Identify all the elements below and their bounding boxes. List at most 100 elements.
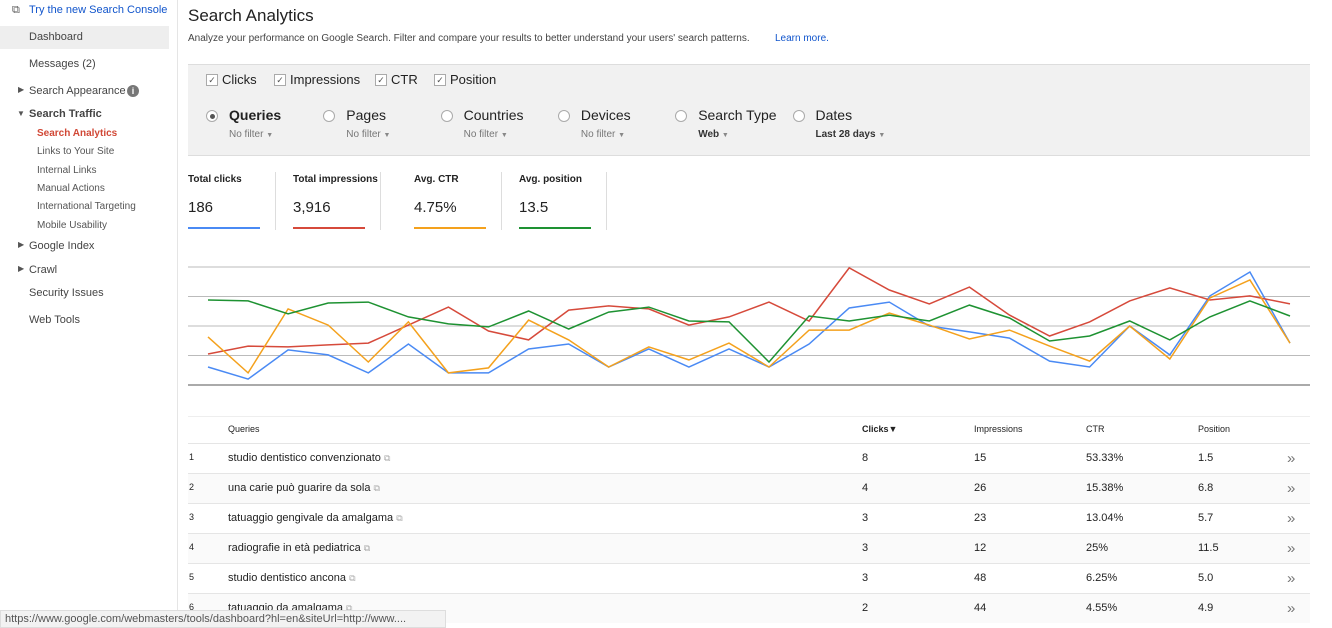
row-bg[interactable] [188, 563, 1310, 593]
metric-toggle[interactable]: CTR [391, 72, 418, 87]
metric-divider [606, 172, 607, 230]
row-bg[interactable] [188, 443, 1310, 473]
chart [188, 266, 1310, 386]
metric-toggle[interactable]: Impressions [290, 72, 361, 87]
sub-item[interactable]: International Targeting [37, 201, 136, 213]
table-cell: 12 [974, 542, 987, 554]
metric-underline [414, 227, 486, 229]
nav-item[interactable]: Messages (2) [29, 58, 96, 70]
nav-item[interactable]: Web Tools [29, 314, 80, 326]
table-cell: 5.0 [1198, 572, 1214, 584]
metric-divider [275, 172, 276, 230]
sub-item[interactable]: Internal Links [37, 164, 97, 176]
radio[interactable] [440, 110, 453, 122]
checkbox[interactable]: ✓ [375, 74, 387, 86]
expand-arrow: ▶ [18, 264, 25, 273]
table-cell: 23 [974, 512, 987, 524]
table-cell: 13.04% [1086, 512, 1124, 524]
page-title: Search Analytics [188, 6, 314, 25]
grouping-label[interactable]: Search Type [698, 107, 777, 123]
table-cell: una carie può guarire da sola ⧉ [228, 482, 380, 494]
radio[interactable] [557, 110, 570, 122]
checkbox[interactable]: ✓ [434, 74, 446, 86]
grouping-label[interactable]: Dates [815, 107, 853, 123]
series-line [207, 266, 1291, 355]
grouping-filter[interactable]: No filter ▼ [580, 129, 626, 140]
table-cell: 5 [189, 572, 195, 582]
table-cell: 4 [189, 542, 195, 552]
sub-item[interactable]: Manual Actions [37, 182, 105, 194]
sub-item[interactable]: Links to Your Site [37, 146, 115, 158]
table-cell: 6.8 [1198, 482, 1214, 494]
checkbox[interactable]: ✓ [274, 74, 286, 86]
row-chevron[interactable]: » [1287, 600, 1296, 617]
table-cell: 3 [862, 542, 869, 554]
table-cell: 11.5 [1198, 542, 1219, 554]
row-chevron[interactable]: » [1287, 540, 1296, 557]
grouping-filter[interactable]: Last 28 days ▼ [815, 129, 886, 140]
column-header[interactable]: Impressions [974, 424, 1023, 434]
grouping-label[interactable]: Queries [229, 107, 282, 123]
grouping-label[interactable]: Countries [463, 107, 524, 123]
column-header[interactable]: Position [1198, 424, 1231, 434]
metric-value: 3,916 [293, 199, 331, 216]
grouping-filter[interactable]: No filter ▼ [229, 129, 274, 140]
radio[interactable] [792, 110, 805, 122]
row-chevron[interactable]: » [1287, 570, 1296, 587]
learn-more[interactable]: Learn more. [775, 33, 829, 44]
metric-toggle[interactable]: Position [450, 72, 497, 87]
grouping-label[interactable]: Devices [580, 107, 631, 123]
active-bg [0, 26, 169, 49]
grouping-filter[interactable]: No filter ▼ [463, 129, 508, 140]
sub-item[interactable]: Mobile Usability [37, 219, 108, 231]
top-link-icon: ⧉ [12, 4, 20, 16]
metric-label: Total clicks [188, 174, 242, 185]
table-cell: 2 [189, 482, 195, 492]
table-cell: 15.38% [1086, 482, 1124, 494]
nav-item[interactable]: Google Index [29, 240, 95, 252]
row-bg[interactable] [188, 473, 1310, 503]
row-chevron[interactable]: » [1287, 450, 1296, 467]
table-cell: 5.7 [1198, 512, 1214, 524]
grouping-bar [188, 96, 1310, 156]
column-header[interactable]: CTR [1086, 424, 1105, 434]
nav-item[interactable]: Dashboard [29, 31, 83, 43]
table-cell: 6.25% [1086, 572, 1118, 584]
top-link[interactable]: Try the new Search Console [29, 4, 168, 16]
radio-dot [209, 113, 215, 119]
metric-toggle[interactable]: Clicks [222, 72, 257, 87]
nav-item[interactable]: Search Appearance [29, 85, 126, 97]
radio[interactable] [323, 110, 336, 122]
checkbox[interactable]: ✓ [206, 74, 218, 86]
column-header[interactable]: Clicks▼ [862, 424, 898, 434]
grouping-filter[interactable]: No filter ▼ [346, 129, 391, 140]
nav-item[interactable]: Security Issues [29, 287, 104, 299]
series-line [207, 270, 1291, 380]
table-cell: 1.5 [1198, 452, 1214, 464]
table-cell: 53.33% [1086, 452, 1124, 464]
table-cell: 3 [189, 512, 195, 522]
table-cell: 4.55% [1086, 602, 1118, 614]
description: Analyze your performance on Google Searc… [188, 33, 750, 44]
metric-label: Avg. CTR [414, 174, 459, 185]
series-line [207, 279, 1291, 375]
table-cell: 6 [189, 602, 195, 612]
nav-item[interactable]: Crawl [29, 264, 58, 276]
row-bg[interactable] [188, 533, 1310, 563]
row-chevron[interactable]: » [1287, 480, 1296, 497]
table-cell: 4.9 [1198, 602, 1214, 614]
metric-underline [519, 227, 591, 229]
nav-item[interactable]: Search Traffic [29, 108, 102, 120]
table-cell: 26 [974, 482, 987, 494]
collapse-arrow: ▼ [17, 109, 25, 118]
radio[interactable] [675, 110, 688, 122]
row-bg[interactable] [188, 503, 1310, 533]
table-cell: studio dentistico ancona ⧉ [228, 572, 356, 584]
column-header[interactable]: Queries [228, 424, 260, 434]
row-chevron[interactable]: » [1287, 510, 1296, 527]
sub-item[interactable]: Search Analytics [37, 128, 118, 139]
grouping-filter[interactable]: Web ▼ [698, 129, 729, 140]
grouping-label[interactable]: Pages [346, 107, 386, 123]
metric-divider [501, 172, 502, 230]
